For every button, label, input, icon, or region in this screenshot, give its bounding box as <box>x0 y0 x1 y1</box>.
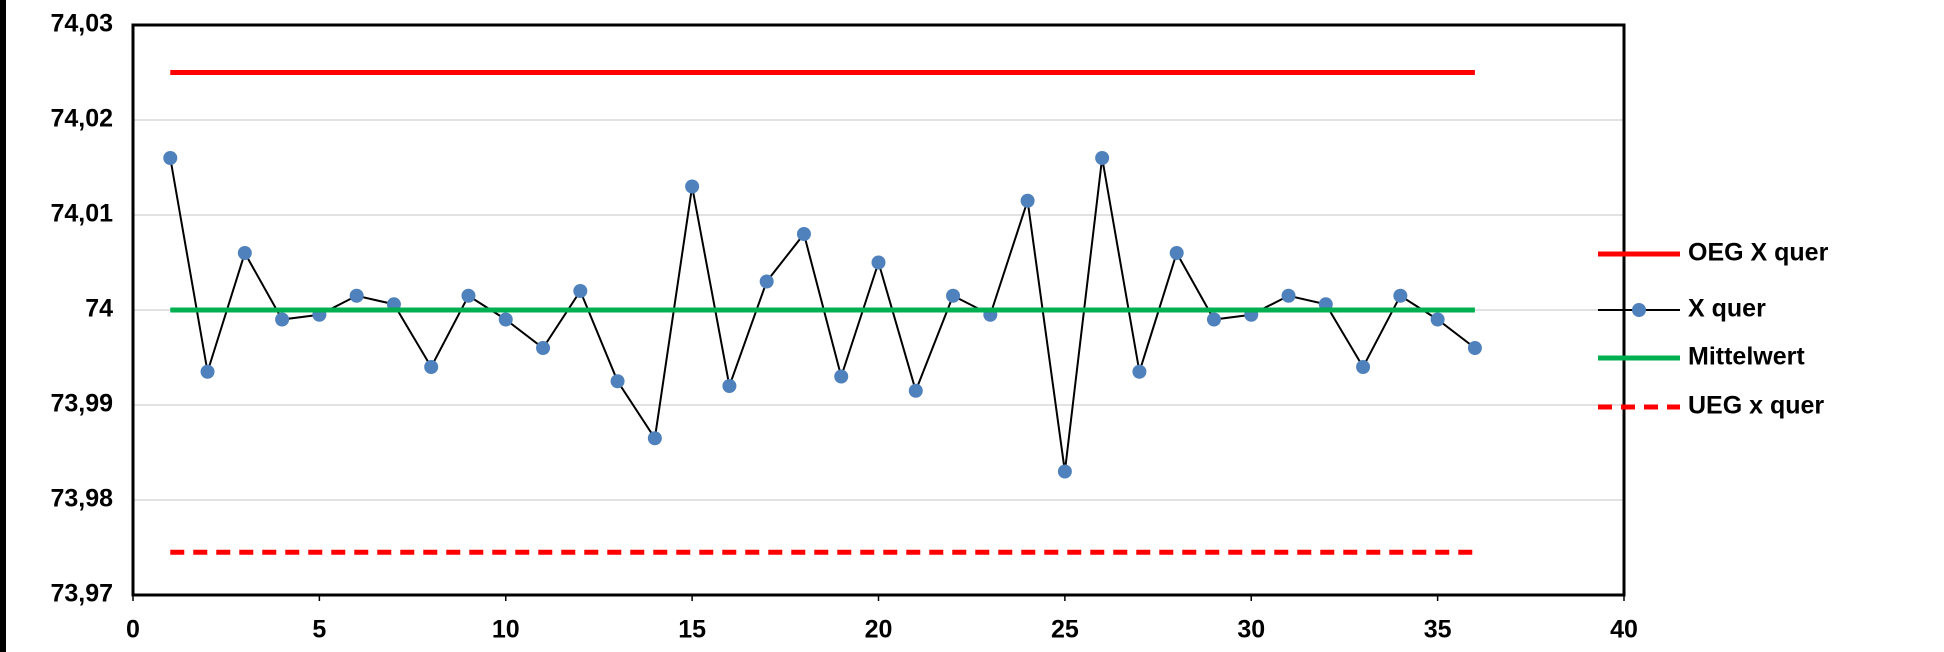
y-tick-label: 73,97 <box>50 580 113 608</box>
data-point <box>1057 464 1072 479</box>
x-tick-label: 40 <box>1610 616 1638 644</box>
legend-marker <box>1632 303 1646 317</box>
x-tick-label: 10 <box>492 616 520 644</box>
y-tick-label: 74,02 <box>50 105 113 133</box>
data-point <box>796 227 811 241</box>
y-tick-label: 73,98 <box>50 485 113 513</box>
data-point <box>1281 288 1296 303</box>
x-tick-label: 30 <box>1237 616 1265 644</box>
x-tick-label: 15 <box>678 616 706 644</box>
data-point <box>647 431 662 446</box>
data-point <box>461 288 476 303</box>
data-point <box>1132 364 1147 379</box>
data-point <box>424 360 439 374</box>
data-point <box>1393 288 1408 303</box>
x-tick-label: 25 <box>1051 616 1079 644</box>
data-point <box>1169 246 1184 260</box>
data-point <box>498 312 513 327</box>
data-point <box>536 341 551 355</box>
x-tick-label: 20 <box>865 616 893 644</box>
data-point <box>1206 312 1221 327</box>
frame-edge <box>0 0 6 652</box>
data-point <box>275 312 290 327</box>
y-tick-label: 74 <box>85 295 113 323</box>
data-point <box>871 255 886 270</box>
y-tick-label: 74,03 <box>50 10 113 38</box>
data-point <box>573 284 588 298</box>
x-tick-label: 35 <box>1424 616 1452 644</box>
data-point <box>610 374 625 389</box>
data-point <box>163 151 178 165</box>
legend-label: Mittelwert <box>1688 343 1805 371</box>
data-point <box>1430 312 1445 327</box>
data-point <box>685 179 700 194</box>
x-tick-label: 0 <box>126 616 140 644</box>
y-tick-label: 73,99 <box>50 390 113 418</box>
data-point <box>759 274 774 289</box>
data-point <box>349 288 364 303</box>
series-line <box>169 157 1476 472</box>
x-tick-label: 5 <box>312 616 326 644</box>
data-point <box>722 379 737 393</box>
data-point <box>1356 360 1371 374</box>
legend-label: OEG X quer <box>1688 239 1829 267</box>
data-point <box>908 383 923 398</box>
y-tick-label: 74,01 <box>50 200 113 228</box>
data-point <box>200 364 215 379</box>
legend-label: UEG x quer <box>1688 392 1824 420</box>
data-point <box>834 369 849 384</box>
data-point <box>1020 193 1035 208</box>
data-point <box>237 246 252 260</box>
data-point <box>1095 151 1110 165</box>
data-point <box>1467 341 1482 355</box>
legend-label: X quer <box>1688 295 1766 323</box>
data-point <box>946 288 961 303</box>
